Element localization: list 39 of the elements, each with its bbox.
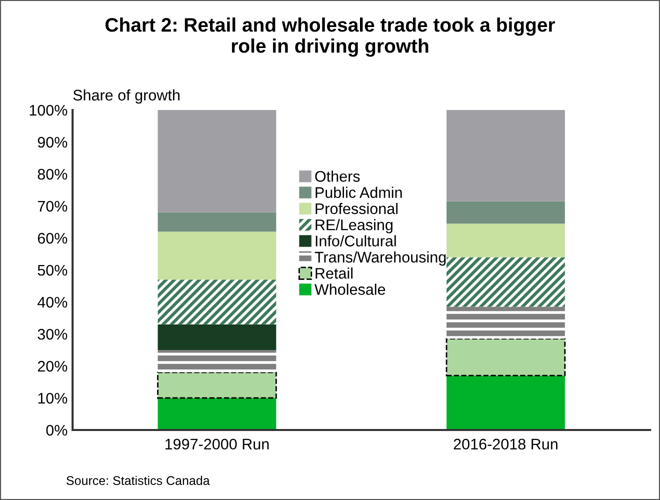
bar (158, 110, 276, 212)
bar (158, 232, 276, 280)
legend-label: Trans/Warehousing (314, 251, 446, 266)
y-tick-label: 100% (30, 104, 68, 116)
y-tick-label: 90% (38, 136, 68, 148)
chart-title: Chart 2: Retail and wholesale trade took a bigger role in driving growth (106, 18, 556, 57)
y-tick-label: 50% (38, 264, 68, 276)
bar (157, 372, 277, 399)
legend-label: Others (315, 170, 360, 182)
source-note: Source: Statistics Canada (66, 476, 210, 486)
x-tick-label: 2016-2018 Run (454, 438, 558, 450)
bar (446, 338, 566, 376)
y-tick-label: 10% (38, 392, 68, 404)
y-tick-label: 70% (38, 200, 68, 212)
bar (158, 324, 276, 350)
bar (446, 110, 565, 202)
bar (158, 280, 276, 324)
bar (158, 350, 276, 372)
bar (158, 212, 276, 232)
y-tick-label: 20% (38, 360, 68, 372)
bar (446, 257, 565, 307)
bar (446, 201, 565, 224)
y-tick-label: 60% (38, 232, 68, 244)
bar (446, 376, 565, 430)
legend-label: Wholesale (314, 284, 386, 295)
legend-label: Public Admin (316, 186, 402, 198)
legend-label: Info/Cultural (316, 235, 396, 246)
bar (446, 306, 565, 339)
y-tick-label: 40% (38, 296, 68, 308)
legend-label: Professional (316, 202, 398, 214)
y-tick-label: 0% (46, 424, 68, 436)
x-tick-label: 1997-2000 Run (165, 438, 269, 450)
legend-label: RE/Leasing (316, 219, 392, 234)
bar (158, 398, 276, 430)
y-axis-title: Share of growth (73, 89, 180, 104)
y-tick-label: 80% (38, 168, 68, 180)
y-tick-label: 30% (38, 328, 68, 340)
legend-label: Retail (316, 268, 352, 279)
bar (446, 224, 565, 258)
